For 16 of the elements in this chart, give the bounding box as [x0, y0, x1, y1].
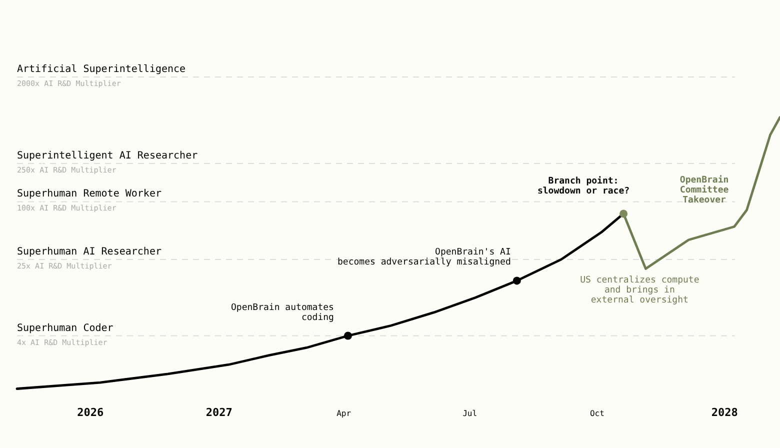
ref-line-label: Superhuman Remote Worker — [17, 188, 162, 200]
annotation: OpenBrain's AI becomes adversarially misaligned — [338, 248, 511, 268]
ref-line-label: Superintelligent AI Researcher — [17, 150, 198, 162]
x-tick-label: 2028 — [711, 406, 738, 419]
annotation: OpenBrain Committee Takeover — [680, 174, 730, 206]
x-tick-label: 2027 — [206, 406, 232, 419]
ref-line-label: Artificial Superintelligence — [17, 64, 186, 75]
x-tick-label: Apr — [336, 409, 352, 418]
ref-line-label: Superhuman Coder — [17, 322, 114, 334]
x-tick-label: 2026 — [77, 406, 104, 419]
annotation: US centralizes compute and brings in external oversight — [580, 276, 700, 306]
x-tick-label: Oct — [590, 409, 605, 418]
x-tick-label: Jul — [462, 409, 478, 418]
annotation: OpenBrain automates coding — [231, 302, 334, 323]
ref-line-label: Superhuman AI Researcher — [17, 246, 162, 258]
annotation: Branch point: slowdown or race? — [537, 176, 630, 197]
